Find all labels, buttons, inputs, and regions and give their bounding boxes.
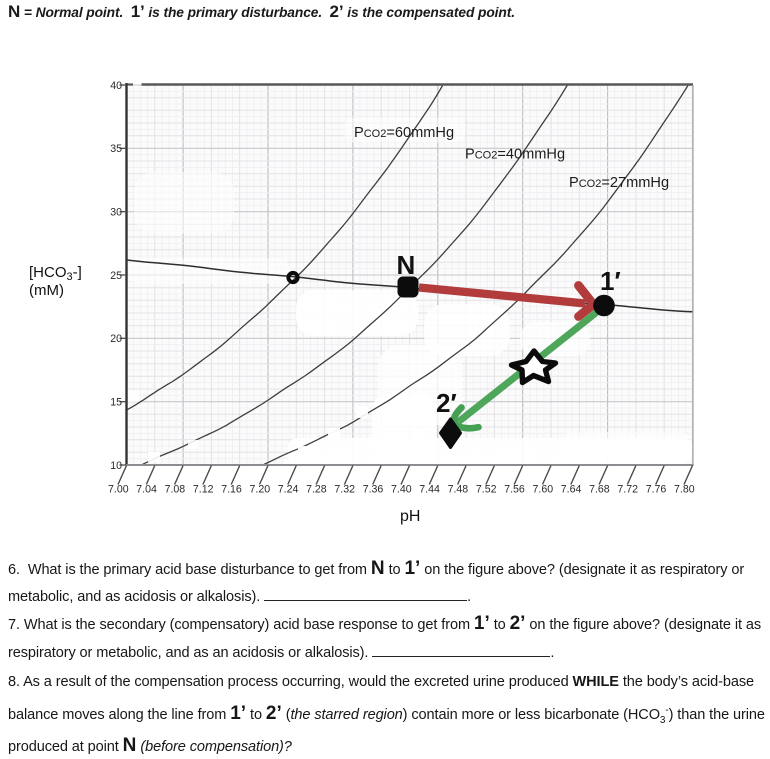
- svg-text:PCO2=60mmHg: PCO2=60mmHg: [354, 125, 454, 141]
- svg-text:7.12: 7.12: [193, 484, 214, 496]
- svg-text:7.28: 7.28: [306, 484, 327, 496]
- svg-text:30: 30: [110, 207, 122, 219]
- svg-text:7.72: 7.72: [617, 484, 638, 496]
- svg-text:7.00: 7.00: [108, 484, 129, 496]
- svg-text:2′: 2′: [436, 388, 457, 418]
- svg-text:10: 10: [110, 460, 122, 472]
- svg-text:25: 25: [110, 270, 122, 282]
- svg-text:40: 40: [110, 80, 122, 92]
- svg-text:7.48: 7.48: [448, 484, 469, 496]
- svg-text:35: 35: [110, 143, 122, 155]
- svg-text:pH: pH: [400, 508, 420, 525]
- svg-text:7.24: 7.24: [278, 484, 299, 496]
- svg-text:7.32: 7.32: [334, 484, 355, 496]
- svg-text:[HCO3-]: [HCO3-]: [29, 264, 82, 283]
- svg-text:7.36: 7.36: [363, 484, 384, 496]
- svg-text:7.16: 7.16: [221, 484, 242, 496]
- svg-text:7.52: 7.52: [476, 484, 497, 496]
- svg-text:7.20: 7.20: [249, 484, 270, 496]
- svg-text:15: 15: [110, 397, 122, 409]
- svg-text:7.68: 7.68: [589, 484, 610, 496]
- svg-text:7.04: 7.04: [136, 484, 157, 496]
- svg-text:7.64: 7.64: [561, 484, 582, 496]
- svg-text:PCO2=40mmHg: PCO2=40mmHg: [465, 147, 565, 163]
- svg-text:7.08: 7.08: [165, 484, 186, 496]
- svg-text:7.60: 7.60: [532, 484, 553, 496]
- svg-text:20: 20: [110, 333, 122, 345]
- svg-text:7.40: 7.40: [391, 484, 412, 496]
- svg-text:7.44: 7.44: [419, 484, 440, 496]
- svg-text:7.80: 7.80: [674, 484, 695, 496]
- svg-text:(mM): (mM): [29, 282, 64, 299]
- svg-text:N: N: [397, 250, 416, 280]
- svg-text:7.76: 7.76: [646, 484, 667, 496]
- svg-text:PCO2=27mmHg: PCO2=27mmHg: [569, 175, 669, 191]
- svg-text:7.56: 7.56: [504, 484, 525, 496]
- svg-text:1′: 1′: [600, 266, 621, 296]
